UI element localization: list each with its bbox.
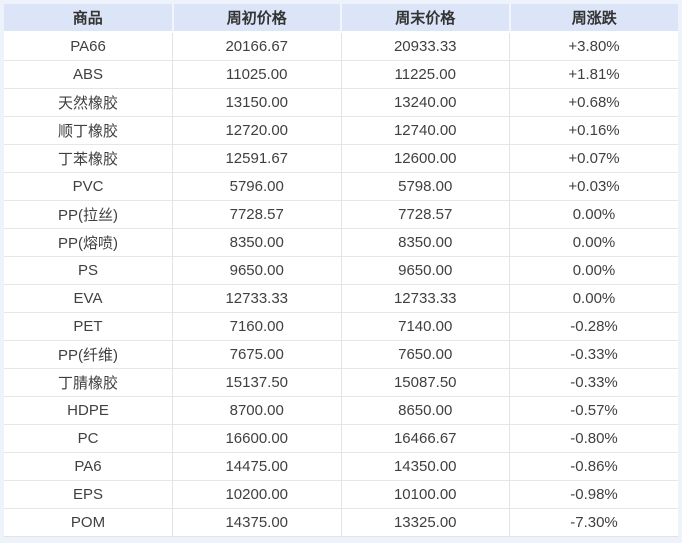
table-row: PA6 14475.00 14350.00 -0.86%	[4, 452, 678, 481]
change-cell: 0.00%	[509, 284, 678, 313]
change-cell: 0.00%	[509, 256, 678, 285]
change-cell: -0.33%	[509, 368, 678, 397]
table-row: POM 14375.00 13325.00 -7.30%	[4, 508, 678, 537]
change-cell: +0.03%	[509, 172, 678, 201]
end-cell: 12600.00	[340, 144, 510, 173]
end-cell: 11225.00	[340, 60, 510, 89]
start-cell: 5796.00	[172, 172, 341, 201]
table-row: PET 7160.00 7140.00 -0.28%	[4, 312, 678, 341]
end-cell: 8350.00	[340, 228, 510, 257]
table-row: PVC 5796.00 5798.00 +0.03%	[4, 172, 678, 201]
end-cell: 7140.00	[340, 312, 510, 341]
change-cell: +0.07%	[509, 144, 678, 173]
end-cell: 10100.00	[340, 480, 510, 509]
table-row: ABS 11025.00 11225.00 +1.81%	[4, 60, 678, 89]
commodity-cell: EVA	[4, 284, 173, 313]
commodity-cell: HDPE	[4, 396, 173, 425]
change-cell: +0.68%	[509, 88, 678, 117]
change-cell: +0.16%	[509, 116, 678, 145]
table-row: 天然橡胶 13150.00 13240.00 +0.68%	[4, 88, 678, 117]
commodity-cell: PS	[4, 256, 173, 285]
change-cell: -0.80%	[509, 424, 678, 453]
table-row: 丁苯橡胶 12591.67 12600.00 +0.07%	[4, 144, 678, 173]
column-header-change: 周涨跌	[508, 4, 678, 33]
start-cell: 20166.67	[172, 32, 341, 61]
commodity-cell: PA6	[4, 452, 173, 481]
commodity-cell: PP(纤维)	[4, 340, 173, 369]
start-cell: 7675.00	[172, 340, 341, 369]
end-cell: 14350.00	[340, 452, 510, 481]
table-row: 顺丁橡胶 12720.00 12740.00 +0.16%	[4, 116, 678, 145]
start-cell: 10200.00	[172, 480, 341, 509]
table-row: PP(纤维) 7675.00 7650.00 -0.33%	[4, 340, 678, 369]
end-cell: 16466.67	[340, 424, 510, 453]
commodity-cell: ABS	[4, 60, 173, 89]
start-cell: 15137.50	[172, 368, 341, 397]
start-cell: 12733.33	[172, 284, 341, 313]
end-cell: 7728.57	[340, 200, 510, 229]
change-cell: -0.57%	[509, 396, 678, 425]
commodity-cell: PP(熔喷)	[4, 228, 173, 257]
end-cell: 13240.00	[340, 88, 510, 117]
start-cell: 12720.00	[172, 116, 341, 145]
table-row: PS 9650.00 9650.00 0.00%	[4, 256, 678, 285]
start-cell: 14375.00	[172, 508, 341, 537]
commodity-cell: EPS	[4, 480, 173, 509]
table-header: 商品 周初价格 周末价格 周涨跌	[4, 4, 678, 33]
commodity-cell: 顺丁橡胶	[4, 116, 173, 145]
table-row: EVA 12733.33 12733.33 0.00%	[4, 284, 678, 313]
header-row: 商品 周初价格 周末价格 周涨跌	[4, 4, 678, 33]
end-cell: 5798.00	[340, 172, 510, 201]
commodity-cell: PVC	[4, 172, 173, 201]
start-cell: 9650.00	[172, 256, 341, 285]
table-body: PA66 20166.67 20933.33 +3.80% ABS 11025.00 112…	[4, 32, 678, 537]
start-cell: 13150.00	[172, 88, 341, 117]
end-cell: 8650.00	[340, 396, 510, 425]
end-cell: 13325.00	[340, 508, 510, 537]
change-cell: -7.30%	[509, 508, 678, 537]
end-cell: 9650.00	[340, 256, 510, 285]
start-cell: 8350.00	[172, 228, 341, 257]
start-cell: 7728.57	[172, 200, 341, 229]
change-cell: +1.81%	[509, 60, 678, 89]
change-cell: -0.98%	[509, 480, 678, 509]
end-cell: 12733.33	[340, 284, 510, 313]
table-row: PP(拉丝) 7728.57 7728.57 0.00%	[4, 200, 678, 229]
column-header-end: 周末价格	[340, 4, 510, 33]
commodity-cell: PC	[4, 424, 173, 453]
change-cell: 0.00%	[509, 228, 678, 257]
end-cell: 15087.50	[340, 368, 510, 397]
change-cell: -0.86%	[509, 452, 678, 481]
change-cell: -0.33%	[509, 340, 678, 369]
commodity-cell: 丁苯橡胶	[4, 144, 173, 173]
table-row: PP(熔喷) 8350.00 8350.00 0.00%	[4, 228, 678, 257]
start-cell: 11025.00	[172, 60, 341, 89]
table-row: PC 16600.00 16466.67 -0.80%	[4, 424, 678, 453]
end-cell: 12740.00	[340, 116, 510, 145]
commodity-cell: 天然橡胶	[4, 88, 173, 117]
start-cell: 16600.00	[172, 424, 341, 453]
table-row: 丁腈橡胶 15137.50 15087.50 -0.33%	[4, 368, 678, 397]
commodity-cell: PET	[4, 312, 173, 341]
start-cell: 8700.00	[172, 396, 341, 425]
change-cell: 0.00%	[509, 200, 678, 229]
commodity-cell: PA66	[4, 32, 173, 61]
table-row: EPS 10200.00 10100.00 -0.98%	[4, 480, 678, 509]
change-cell: -0.28%	[509, 312, 678, 341]
price-table: 商品 周初价格 周末价格 周涨跌 PA66 20166.67 20933.33 +3.80%…	[4, 4, 678, 537]
end-cell: 20933.33	[340, 32, 510, 61]
column-header-start: 周初价格	[171, 4, 341, 33]
start-cell: 14475.00	[172, 452, 341, 481]
start-cell: 7160.00	[172, 312, 341, 341]
table-row: PA66 20166.67 20933.33 +3.80%	[4, 32, 678, 61]
table-row: HDPE 8700.00 8650.00 -0.57%	[4, 396, 678, 425]
start-cell: 12591.67	[172, 144, 341, 173]
commodity-cell: POM	[4, 508, 173, 537]
commodity-cell: 丁腈橡胶	[4, 368, 173, 397]
commodity-cell: PP(拉丝)	[4, 200, 173, 229]
end-cell: 7650.00	[340, 340, 510, 369]
change-cell: +3.80%	[509, 32, 678, 61]
column-header-commodity: 商品	[4, 4, 173, 33]
